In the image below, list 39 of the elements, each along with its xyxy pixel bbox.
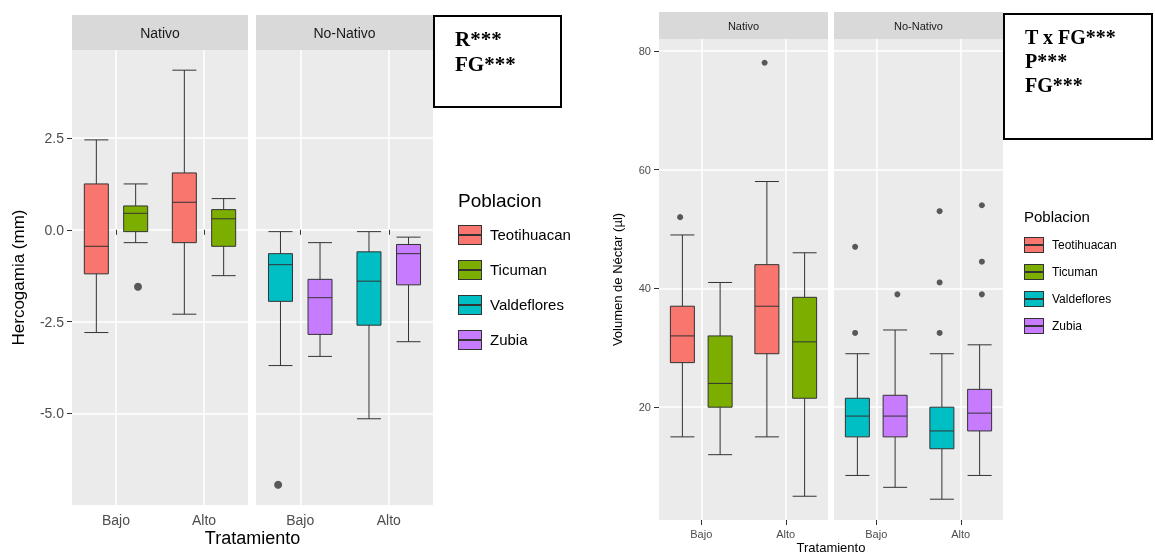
legend-title: Poblacion — [1024, 208, 1090, 225]
x-tick-label: Alto — [191, 512, 217, 528]
y-tick-label: 40 — [638, 282, 651, 295]
chart-title: Nativo — [659, 12, 828, 39]
y-axis-title: Hercogamia (mm) — [9, 209, 28, 346]
text: P*** — [1025, 49, 1069, 73]
x-tick-label: Alto — [951, 527, 971, 540]
x-tick-label: Bajo — [101, 512, 131, 528]
legend-label: Zubia — [1052, 318, 1083, 333]
y-tick-label: -2.5 — [39, 313, 65, 330]
y-tick-label: 0.0 — [44, 221, 65, 238]
text: FG*** — [455, 52, 517, 78]
x-tick-label: Bajo — [865, 527, 888, 540]
legend-label: Ticuman — [490, 261, 547, 278]
chart-title: No-Nativo — [834, 12, 1003, 39]
x-tick-label: Alto — [376, 512, 402, 528]
legend-label: Valdeflores — [490, 296, 564, 313]
legend-label: Ticuman — [1052, 264, 1098, 279]
y-tick-label: 80 — [638, 44, 651, 57]
text: FG*** — [1025, 73, 1084, 97]
legend-label: Teotihuacan — [490, 226, 571, 243]
text: T x FG*** — [1025, 25, 1117, 49]
y-axis-title: Volumen de Néctar (µl) — [610, 212, 625, 347]
y-tick-label: -5.0 — [39, 405, 65, 422]
x-tick-label: Alto — [776, 527, 796, 540]
x-axis-title: Tratamiento — [203, 528, 302, 549]
legend-label: Valdeflores — [1052, 291, 1112, 306]
chart-title: No-Nativo — [256, 15, 433, 50]
text: R*** — [455, 27, 503, 53]
x-axis-title: Tratamiento — [795, 540, 867, 553]
legend-label: Zubia — [490, 331, 528, 348]
y-tick-label: 2.5 — [44, 130, 65, 147]
x-tick-label: Bajo — [286, 512, 315, 528]
x-tick-label: Bajo — [690, 527, 713, 540]
legend-title: Poblacion — [458, 190, 542, 212]
y-tick-label: 60 — [638, 163, 651, 176]
y-tick-label: 20 — [638, 401, 651, 414]
legend-label: Teotihuacan — [1052, 237, 1117, 252]
chart-title: Nativo — [72, 15, 248, 50]
